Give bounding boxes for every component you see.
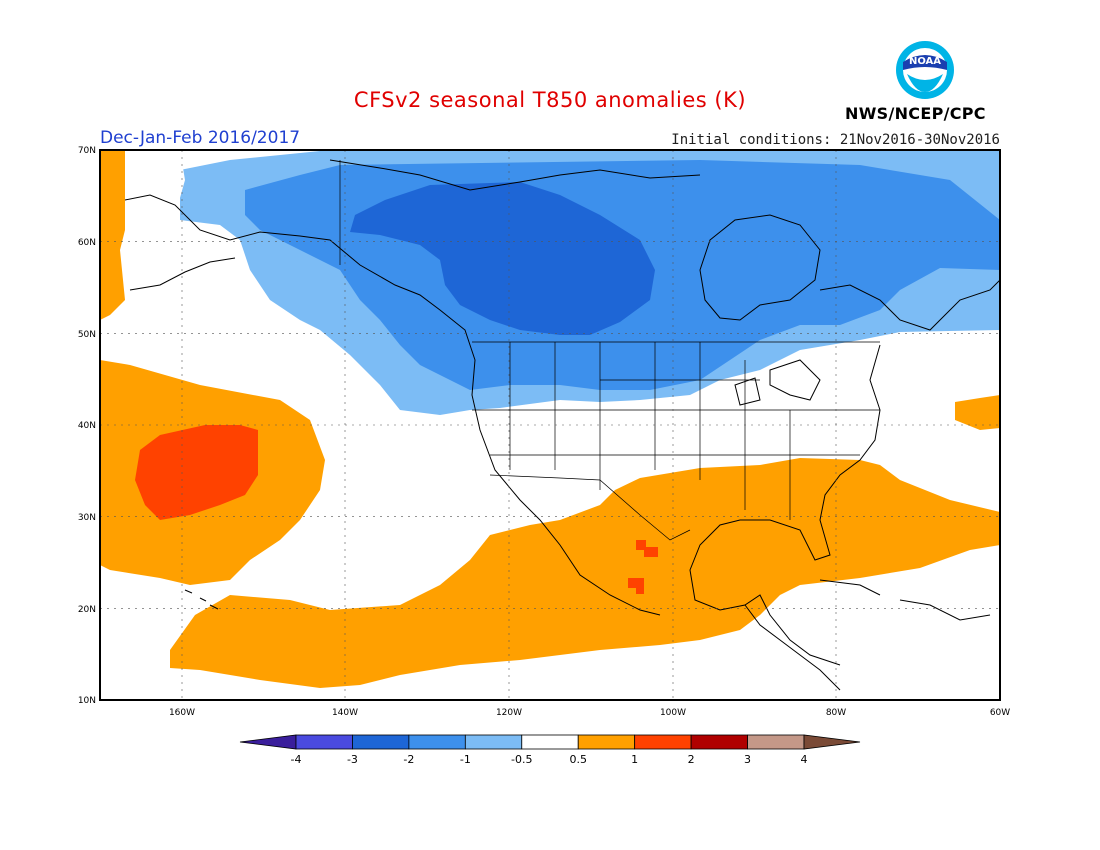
lat-label-30n: 30N	[78, 513, 96, 523]
colorbar-swatch	[464, 734, 523, 750]
coastline-aleutians	[129, 257, 236, 291]
lon-label-60w: 60W	[990, 708, 1010, 718]
border-states-1	[509, 342, 791, 520]
lon-label-160w: 160W	[169, 708, 195, 718]
longitude-labels: 160W 140W 120W 100W 80W 60W	[169, 708, 1010, 718]
colorbar-swatch	[577, 734, 636, 750]
colorbar-label: -4	[291, 753, 302, 766]
colorbar-swatch	[690, 734, 748, 750]
colorbar-label: 4	[801, 753, 808, 766]
initial-conditions-label: Initial conditions: 21Nov2016-30Nov2016	[671, 132, 1000, 148]
lon-label-100w: 100W	[660, 708, 686, 718]
map-frame	[99, 149, 1001, 701]
anomaly-red-mexico-1	[636, 540, 646, 550]
colorbar-label: 0.5	[569, 753, 587, 766]
colorbar-swatch	[747, 734, 805, 750]
lat-label-40n: 40N	[78, 421, 96, 431]
lat-label-10n: 10N	[78, 696, 96, 706]
coastline-alaska	[124, 194, 661, 616]
coastline-us-east	[689, 344, 881, 666]
coastline-caribbean	[899, 599, 991, 621]
coastline-arctic	[329, 159, 701, 191]
noaa-logo: NOAA	[896, 41, 954, 99]
colorbar-swatch	[634, 734, 692, 750]
logo-text: NOAA	[909, 56, 941, 67]
coastline-cuba	[819, 579, 881, 596]
colorbar-label: 2	[688, 753, 695, 766]
lat-label-50n: 50N	[78, 330, 96, 340]
lat-label-60n: 60N	[78, 238, 96, 248]
lat-label-20n: 20N	[78, 605, 96, 615]
anomaly-orange-west-edge	[100, 150, 125, 320]
border-us-mexico	[489, 474, 691, 541]
lon-label-140w: 140W	[332, 708, 358, 718]
coastline-central-america	[744, 604, 841, 691]
border-states-2	[472, 379, 880, 456]
coastline-hawaii	[184, 589, 219, 610]
coastline-hudson-bay	[699, 214, 821, 321]
colorbar-label: 1	[631, 753, 638, 766]
colorbar-swatch	[295, 734, 353, 750]
graticule	[100, 150, 1000, 700]
colorbar-swatch	[803, 734, 861, 750]
colorbar-label: -2	[403, 753, 414, 766]
coastline-east-canada	[819, 279, 1001, 331]
anomaly-red-mexico-3	[628, 578, 644, 588]
anomaly-orange-atlantic	[955, 395, 1000, 430]
anomaly-red-mexico-2	[644, 547, 658, 557]
anomaly-orange-south	[170, 458, 1000, 688]
borders	[339, 160, 880, 541]
agency-label: NWS/NCEP/CPC	[845, 104, 986, 123]
map-title: CFSv2 seasonal T850 anomalies (K)	[353, 88, 747, 112]
coastlines	[124, 159, 1001, 691]
anomaly-dark-blue-region	[350, 182, 655, 335]
colorbar-label: 3	[744, 753, 751, 766]
lon-label-80w: 80W	[826, 708, 846, 718]
colorbar-swatch	[352, 734, 410, 750]
anomaly-red-mexico-4	[636, 586, 644, 594]
lat-label-70n: 70N	[78, 146, 96, 156]
latitude-labels: 70N 60N 50N 40N 30N 20N 10N	[78, 146, 96, 706]
season-label: Dec-Jan-Feb 2016/2017	[100, 128, 301, 148]
lon-label-120w: 120W	[496, 708, 522, 718]
colorbar-label: -3	[347, 753, 358, 766]
colorbar-label: -0.5	[511, 753, 532, 766]
anomaly-fields	[100, 150, 1000, 688]
anomaly-red-pacific	[135, 425, 258, 520]
colorbar-swatch	[408, 734, 466, 750]
colorbar-label: -1	[460, 753, 471, 766]
colorbar: -4 -3 -2 -1 -0.5 0.5 1 2 3 4	[239, 734, 861, 766]
colorbar-swatch	[521, 734, 579, 750]
colorbar-swatch	[239, 734, 297, 750]
